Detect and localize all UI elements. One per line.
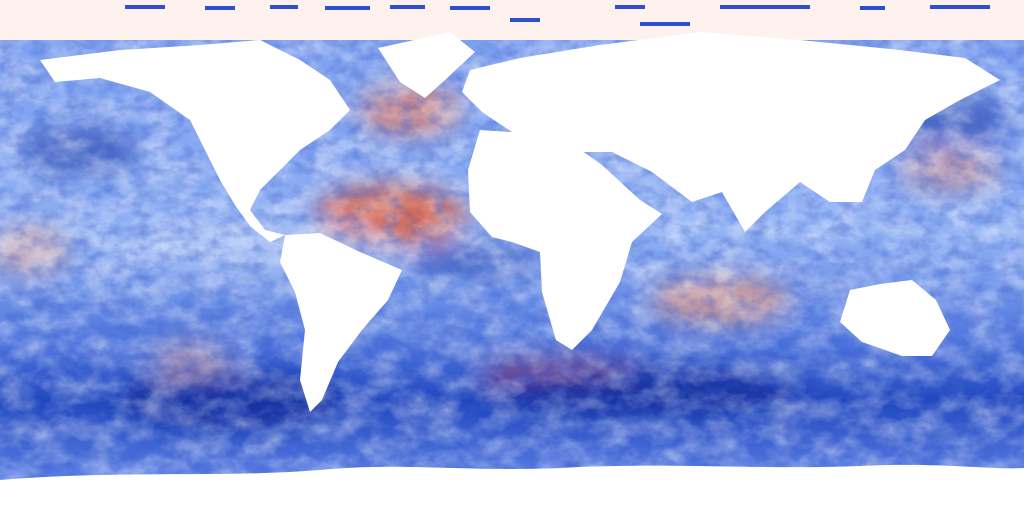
arctic-ice-edge — [125, 5, 990, 26]
africa — [468, 130, 662, 350]
australia — [840, 280, 950, 356]
greenland — [378, 32, 475, 98]
land — [0, 32, 1024, 512]
north-america — [40, 40, 350, 242]
antarctica — [0, 464, 1024, 512]
south-america — [280, 233, 402, 412]
eurasia — [462, 32, 1000, 232]
